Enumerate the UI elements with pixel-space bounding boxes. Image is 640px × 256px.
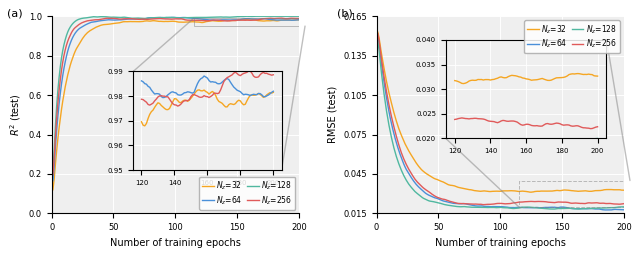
Legend: $N_z$=32, $N_z$=64, $N_z$=128, $N_z$=256: $N_z$=32, $N_z$=64, $N_z$=128, $N_z$=256 [199, 177, 295, 210]
Bar [194, 18, 305, 26]
Y-axis label: $R^2$ (test): $R^2$ (test) [8, 93, 23, 136]
Y-axis label: RMSE (test): RMSE (test) [328, 86, 337, 143]
Bar [519, 180, 630, 207]
Text: (a): (a) [7, 8, 23, 18]
X-axis label: Number of training epochs: Number of training epochs [110, 238, 241, 248]
Legend: $N_z$=32, $N_z$=64, $N_z$=128, $N_z$=256: $N_z$=32, $N_z$=64, $N_z$=128, $N_z$=256 [524, 20, 620, 53]
Text: (b): (b) [337, 8, 353, 18]
X-axis label: Number of training epochs: Number of training epochs [435, 238, 566, 248]
